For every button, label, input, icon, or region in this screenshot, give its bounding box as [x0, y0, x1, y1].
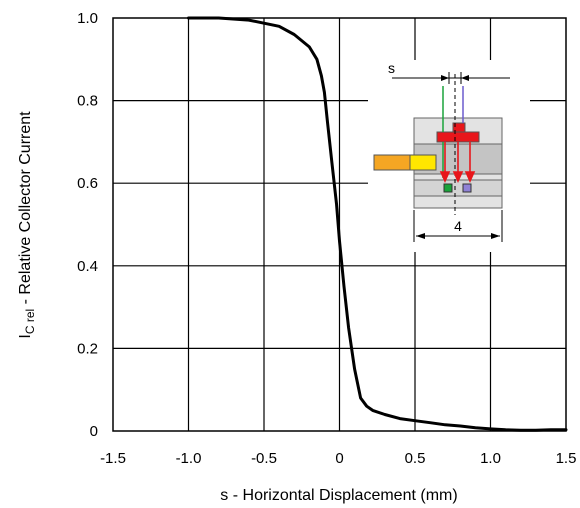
x-axis-title: s - Horizontal Displacement (mm) [220, 487, 457, 504]
y-tick-label: 0.2 [77, 340, 98, 357]
green-receiver [443, 183, 453, 193]
y-tick-label: 0.4 [77, 258, 98, 275]
y-tick-label: 0.6 [77, 175, 98, 192]
s-arrow-right [461, 75, 469, 81]
x-tick-label: -1.0 [176, 450, 202, 467]
width-arrow-left [416, 233, 425, 239]
y-tick-label: 1.0 [77, 10, 98, 27]
y-tick-label: 0 [90, 423, 98, 440]
series-line [187, 16, 568, 432]
x-tick-label: -0.5 [251, 450, 277, 467]
x-tick-label: 1.5 [556, 450, 577, 467]
plot-frame [112, 17, 567, 432]
x-tick-label: 0 [335, 450, 343, 467]
y-axis-title-sub: C rel [23, 309, 37, 334]
y-tick-labels: 0 0.2 0.4 0.6 0.8 1.0 [77, 10, 98, 440]
orange-slide [373, 154, 411, 171]
y-axis-title-main: I [17, 334, 34, 338]
s-arrow-left [441, 75, 449, 81]
y-axis-title-rest: - Relative Collector Current [17, 111, 34, 309]
y-tick-label: 0.8 [77, 93, 98, 110]
purple-receiver [462, 183, 472, 193]
x-tick-labels: -1.5 -1.0 -0.5 0 0.5 1.0 1.5 [100, 450, 576, 467]
width-arrow-right [491, 233, 500, 239]
y-axis-title: IC rel - Relative Collector Current [17, 111, 37, 339]
x-tick-label: 0.5 [405, 450, 426, 467]
sensor-inset-diagram: s 4 [368, 60, 530, 252]
x-tick-label: 1.0 [480, 450, 501, 467]
s-dimension-label: s [388, 60, 395, 76]
yellow-slide [409, 154, 437, 171]
red-arrows [439, 142, 476, 183]
emitter-bar [436, 131, 480, 143]
x-tick-label: -1.5 [100, 450, 126, 467]
width-dimension-label: 4 [454, 218, 462, 234]
